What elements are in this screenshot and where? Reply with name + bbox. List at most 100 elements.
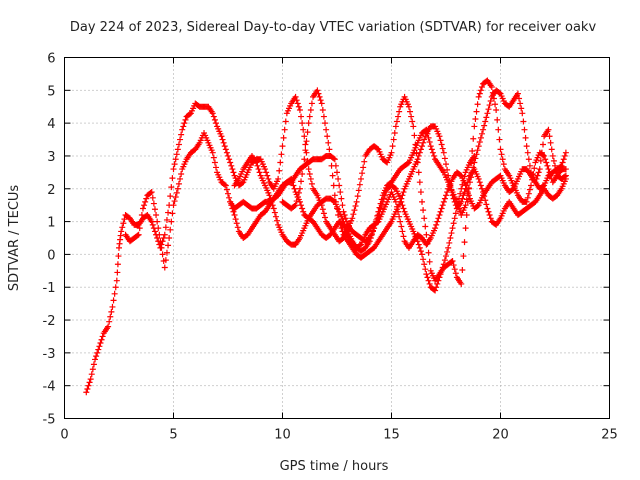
data-point-interp [302,147,309,154]
data-point-interp [147,189,154,196]
data-point-interp [186,111,193,118]
data-point [174,185,181,192]
data-point [497,146,504,153]
y-tick-label: 0 [47,248,55,263]
data-point-interp [535,169,542,176]
data-point [545,126,552,133]
data-point [388,149,395,156]
data-point-interp [89,366,96,373]
series-3 [227,87,569,245]
data-point [475,93,482,100]
data-point-interp [457,190,464,197]
data-point-interp [223,149,230,156]
data-point [440,149,447,156]
data-point-interp [178,171,185,178]
data-point [353,198,360,205]
data-point-interp [454,200,461,207]
data-point [514,90,521,97]
data-point-interp [213,164,220,171]
data-point-interp [499,156,506,163]
data-point-interp [293,97,300,104]
data-point-interp [352,203,359,210]
data-point-interp [175,180,182,187]
data-point-interp [156,231,163,238]
data-point-interp [326,146,333,153]
data-point-interp [548,146,555,153]
data-point-interp [437,208,444,215]
data-point-interp [485,106,492,113]
data-point-interp [437,137,444,144]
data-point [161,231,168,238]
data-point-interp [447,182,454,189]
data-point-interp [476,179,483,186]
data-point-interp [434,280,441,287]
data-point [292,202,299,209]
data-point-interp [400,233,407,240]
data-point [222,182,229,189]
data-point-interp [225,152,231,159]
plot-frame [64,57,610,419]
data-point [222,146,229,153]
data-point-interp [443,161,449,168]
data-point [371,225,378,232]
data-point [179,126,186,133]
data-point-interp [119,224,126,231]
data-point [170,166,177,173]
data-point-interp [110,297,117,304]
data-point-interp [325,139,332,146]
data-point-interp [317,97,324,104]
data-point [480,126,487,133]
data-point-interp [526,162,533,169]
data-point-interp [460,177,467,184]
data-point-interp [291,203,298,210]
data-point [109,303,116,310]
data-point-interp [446,177,453,184]
data-point-interp [229,166,236,173]
data-point [275,175,282,182]
data-point-interp [516,95,523,102]
data-point-interp [223,186,230,193]
data-point [161,264,168,271]
data-point [105,323,112,330]
data-point-interp [120,220,127,227]
data-point-interp [97,340,104,347]
data-point-interp [177,175,184,182]
data-point-interp [84,385,91,392]
data-point-interp [524,149,531,156]
x-tick-label: 20 [492,428,509,443]
data-point-interp [470,135,477,142]
data-point-interp [307,107,314,114]
data-point-interp [400,189,407,196]
y-tick-label: 1 [47,216,55,231]
data-point-interp [395,113,402,120]
data-point-interp [465,175,472,182]
data-point-interp [487,97,494,104]
data-point-interp [232,216,239,223]
data-point [301,133,308,140]
data-point-interp [308,180,315,187]
data-point [458,198,465,205]
data-point [379,198,386,205]
data-point [427,143,434,150]
data-point-interp [265,175,272,182]
data-point [218,133,225,140]
data-point-interp [560,156,567,163]
data-point-interp [411,132,418,139]
data-point [523,198,530,205]
data-point-interp [425,134,432,141]
data-point-interp [420,207,427,214]
data-point-interp [464,179,471,186]
data-point-interp [553,167,560,174]
data-point-interp [443,192,449,199]
data-point-interp [534,172,541,179]
data-point-interp [143,195,150,202]
data-point-interp [359,170,366,177]
data-point [549,152,556,159]
data-point-interp [525,190,532,197]
data-point-interp [463,212,470,219]
data-point-interp [459,181,466,188]
data-point-interp [354,193,361,200]
data-point-interp [233,220,240,227]
data-point-interp [342,215,349,222]
data-point-interp [422,223,429,230]
